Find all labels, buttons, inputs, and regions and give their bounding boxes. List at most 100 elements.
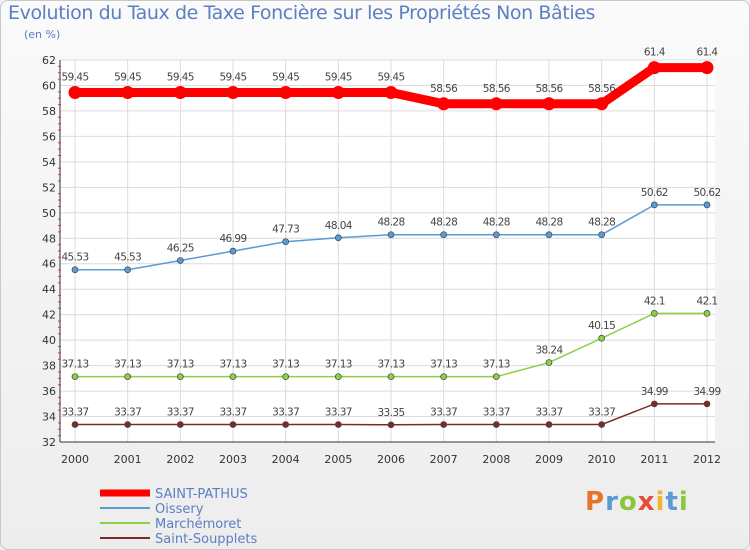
data-point <box>124 373 132 381</box>
data-label: 47.73 <box>272 224 299 236</box>
data-point <box>124 421 132 428</box>
y-tick-label: 54 <box>42 156 56 169</box>
data-label: 33.37 <box>114 407 141 419</box>
data-point <box>440 421 448 428</box>
data-label: 37.13 <box>167 359 194 371</box>
data-label: 33.37 <box>430 407 457 419</box>
logo-letter: i <box>655 487 666 517</box>
data-point <box>703 310 711 317</box>
data-label: 59.45 <box>167 71 194 83</box>
data-label: 58.56 <box>588 83 616 95</box>
data-label: 48.28 <box>377 217 404 229</box>
data-label: 33.37 <box>483 407 510 419</box>
y-tick-label: 46 <box>42 258 56 271</box>
data-point <box>703 201 711 209</box>
data-point <box>334 234 342 242</box>
data-point <box>226 85 240 99</box>
data-point <box>229 421 237 428</box>
data-label: 48.28 <box>588 217 615 229</box>
legend-label: Marchémoret <box>155 517 241 532</box>
data-label: 59.45 <box>219 71 246 83</box>
x-tick-label: 2000 <box>61 453 89 466</box>
data-point <box>334 373 342 381</box>
data-point <box>229 373 237 381</box>
y-tick-label: 62 <box>42 54 56 67</box>
y-tick-label: 56 <box>42 130 56 143</box>
proxiti-logo: Proxiti <box>585 487 689 517</box>
data-point <box>282 238 290 246</box>
data-point <box>71 421 79 428</box>
data-point <box>173 85 187 99</box>
data-label: 42.1 <box>697 295 718 307</box>
y-tick-label: 48 <box>42 232 56 245</box>
logo-letter: o <box>618 487 638 517</box>
data-label: 46.99 <box>219 233 246 245</box>
data-point <box>176 421 184 428</box>
data-point <box>387 421 395 429</box>
data-point <box>437 97 451 111</box>
data-point <box>71 373 79 381</box>
data-label: 33.37 <box>588 407 615 419</box>
data-label: 34.99 <box>693 386 720 398</box>
y-tick-label: 44 <box>42 283 56 296</box>
chart-title: Evolution du Taux de Taxe Foncière sur l… <box>8 2 596 24</box>
data-label: 33.37 <box>219 407 246 419</box>
data-label: 50.62 <box>641 187 668 199</box>
data-point <box>595 97 609 111</box>
data-point <box>121 85 135 99</box>
data-point <box>545 359 553 366</box>
data-label: 58.56 <box>483 83 511 95</box>
y-tick-label: 32 <box>42 436 56 449</box>
data-point <box>545 231 553 239</box>
logo-letter: i <box>678 487 689 517</box>
y-tick-label: 60 <box>42 79 56 92</box>
data-point <box>279 85 293 99</box>
data-point <box>650 201 658 209</box>
data-point <box>489 97 503 111</box>
data-point <box>650 310 658 317</box>
data-point <box>492 231 500 239</box>
logo-letter: x <box>637 487 656 517</box>
data-label: 59.45 <box>377 71 404 83</box>
y-tick-label: 38 <box>42 360 56 373</box>
data-label: 45.53 <box>114 252 141 264</box>
data-label: 33.37 <box>535 407 562 419</box>
data-label: 37.13 <box>325 359 352 371</box>
y-tick-label: 52 <box>42 181 56 194</box>
chart-subtitle: (en %) <box>24 28 61 41</box>
data-label: 37.13 <box>61 359 88 371</box>
legend-label: Oissery <box>155 502 204 517</box>
x-tick-label: 2005 <box>324 453 352 466</box>
data-label: 48.04 <box>325 220 353 232</box>
data-point <box>650 400 658 408</box>
data-label: 48.28 <box>430 217 457 229</box>
x-tick-label: 2003 <box>219 453 247 466</box>
data-label: 37.13 <box>483 359 510 371</box>
data-label: 58.56 <box>535 83 563 95</box>
data-label: 48.28 <box>535 217 562 229</box>
data-point <box>647 61 661 75</box>
x-tick-label: 2001 <box>114 453 142 466</box>
data-point <box>282 373 290 381</box>
x-tick-label: 2006 <box>377 453 405 466</box>
data-point <box>334 421 342 428</box>
data-label: 48.28 <box>483 217 510 229</box>
data-point <box>387 373 395 381</box>
data-label: 61.4 <box>644 47 666 59</box>
data-label: 33.35 <box>377 407 404 419</box>
data-point <box>229 247 237 255</box>
logo-letter: P <box>585 487 606 517</box>
data-point <box>68 85 82 99</box>
data-point <box>545 421 553 428</box>
data-point <box>703 400 711 408</box>
x-tick-label: 2004 <box>272 453 300 466</box>
x-tick-label: 2009 <box>535 453 563 466</box>
data-label: 33.37 <box>167 407 194 419</box>
data-point <box>176 257 184 264</box>
x-tick-label: 2012 <box>693 453 721 466</box>
x-tick-label: 2007 <box>430 453 458 466</box>
x-tick-label: 2008 <box>482 453 510 466</box>
data-label: 50.62 <box>693 187 720 199</box>
data-point <box>440 231 448 239</box>
y-tick-label: 58 <box>42 105 56 118</box>
